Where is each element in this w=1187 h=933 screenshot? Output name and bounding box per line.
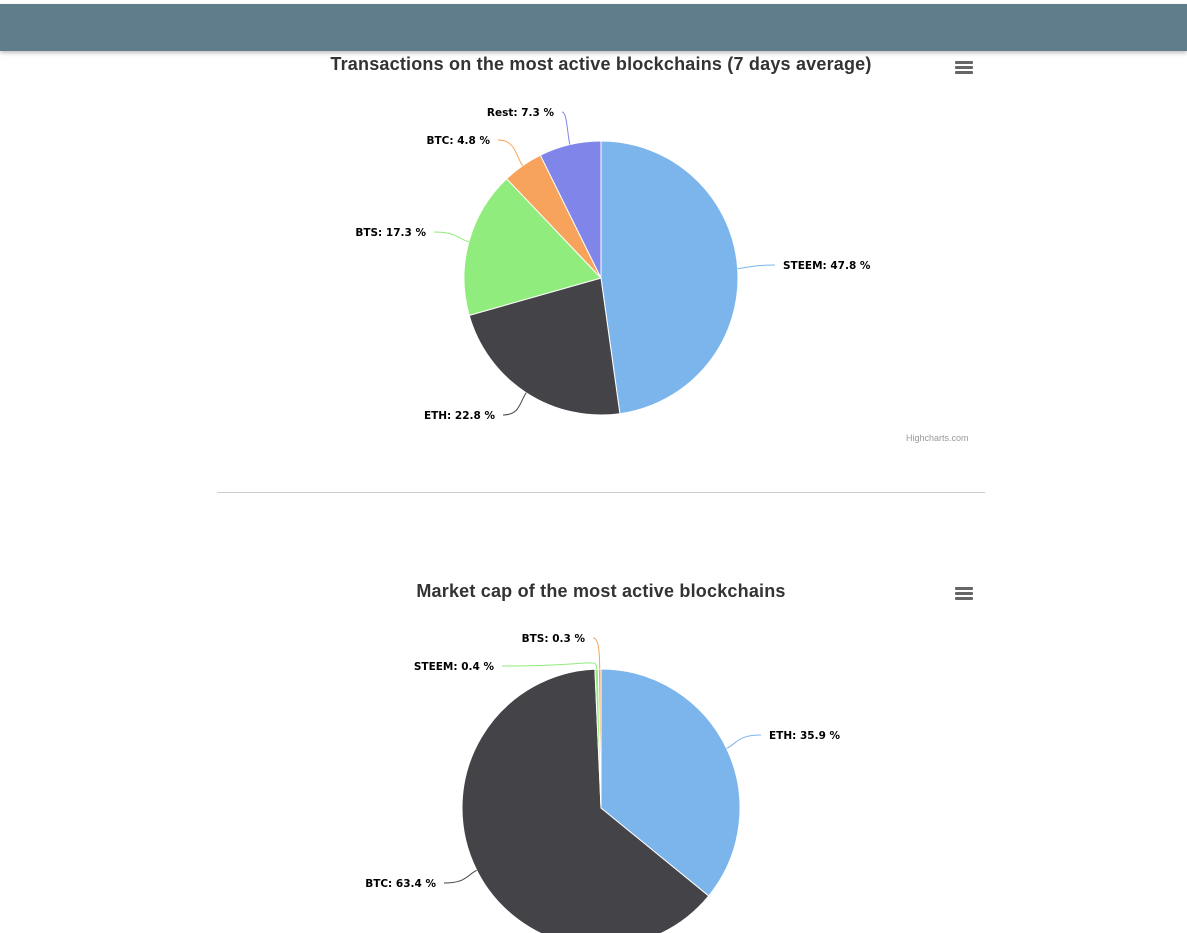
- pie-slice-btc[interactable]: [461, 668, 710, 933]
- connector-eth: [726, 734, 762, 749]
- data-label-bts: BTS: 0.3 %: [522, 633, 586, 645]
- connector-btc: [497, 139, 523, 166]
- pie-slice-rest[interactable]: [539, 140, 602, 279]
- pie-slice-bts[interactable]: [597, 668, 602, 809]
- chart-title: Transactions on the most active blockcha…: [330, 54, 872, 74]
- pie-slice-eth[interactable]: [600, 668, 741, 897]
- highcharts-credit-link[interactable]: Highcharts.com: [906, 433, 969, 443]
- connector-steem: [737, 264, 776, 270]
- connector-steem: [501, 662, 598, 670]
- pie-slice-eth[interactable]: [468, 277, 621, 416]
- data-label-btc: BTC: 4.8 %: [426, 135, 490, 147]
- chart-title: Market cap of the most active blockchain…: [416, 581, 786, 601]
- transactions-chart: STEEM: 47.8 % ETH: 22.8 % BTS: 17.3 % BTC: …: [217, 48, 985, 458]
- top-app-bar: [0, 4, 1187, 51]
- connector-btc: [443, 869, 477, 884]
- section-divider: [217, 492, 985, 493]
- hamburger-menu-icon[interactable]: [955, 587, 973, 603]
- market-cap-pie-chart: ETH: 35.9 % BTC: 63.4 % STEEM: 0.4 % BTS: 0…: [365, 633, 841, 933]
- market-cap-chart: ETH: 35.9 % BTC: 63.4 % STEEM: 0.4 % BTS: 0…: [217, 575, 985, 933]
- hamburger-menu-icon[interactable]: [955, 61, 973, 77]
- data-label-btc: BTC: 63.4 %: [365, 878, 436, 890]
- pie-slice-steem[interactable]: [600, 140, 739, 415]
- data-label-steem: STEEM: 0.4 %: [414, 661, 495, 673]
- data-label-eth: ETH: 22.8 %: [424, 410, 496, 422]
- connector-bts: [433, 231, 469, 243]
- transactions-pie-chart: STEEM: 47.8 % ETH: 22.8 % BTS: 17.3 % BTC: …: [355, 107, 871, 422]
- data-label-eth: ETH: 35.9 %: [769, 730, 841, 742]
- data-label-rest: Rest: 7.3 %: [487, 107, 555, 119]
- connector-rest: [561, 111, 571, 145]
- data-label-steem: STEEM: 47.8 %: [783, 260, 871, 272]
- connector-eth: [502, 392, 527, 416]
- connector-bts: [592, 637, 601, 670]
- data-label-bts: BTS: 17.3 %: [355, 227, 426, 239]
